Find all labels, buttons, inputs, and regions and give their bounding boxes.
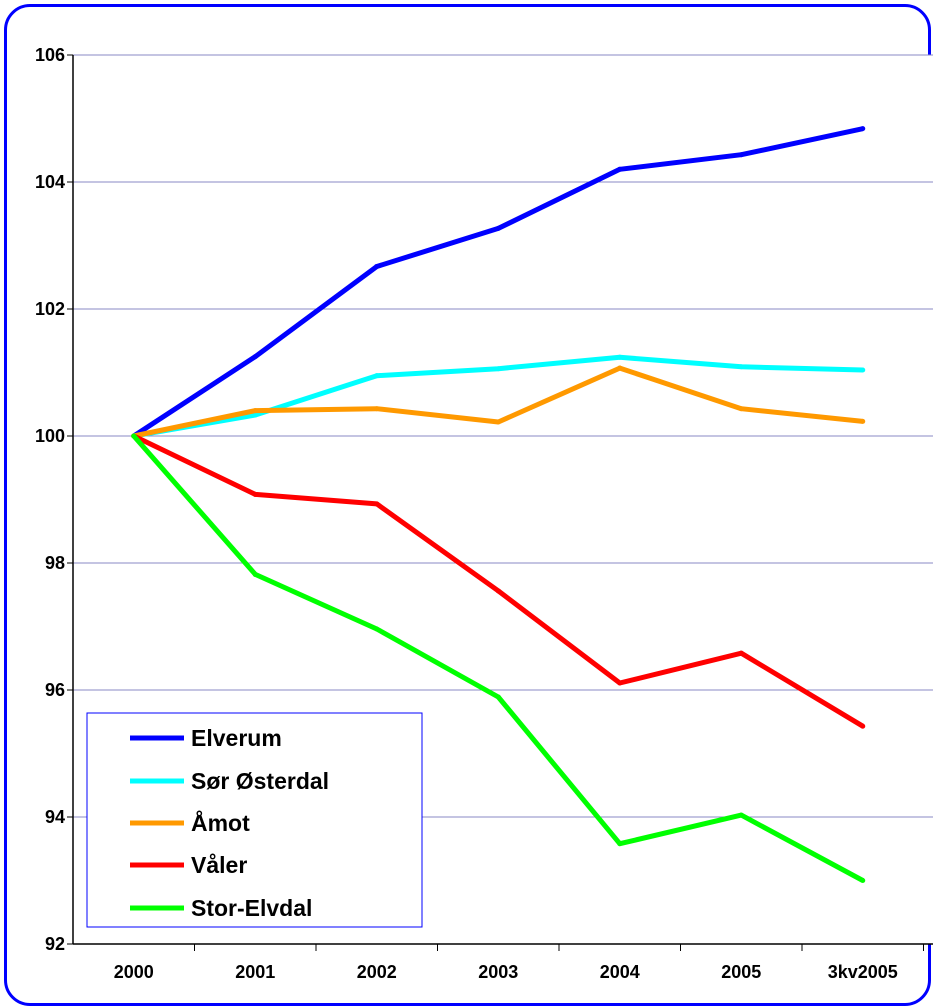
y-tick-label: 96 <box>45 680 65 700</box>
y-axis-ticks: 92 94 96 98 100 102 104 106 <box>35 45 73 954</box>
x-tick-label: 3kv2005 <box>828 962 898 982</box>
data-point <box>738 406 744 412</box>
x-axis-ticks: 2000 2001 2002 2003 2004 2005 3kv2005 <box>114 944 924 982</box>
data-point <box>374 626 380 632</box>
y-tick-label: 106 <box>35 45 65 65</box>
data-point <box>617 354 623 360</box>
legend-box <box>86 712 423 928</box>
data-point <box>252 408 258 414</box>
data-point <box>252 571 258 577</box>
y-tick-label: 100 <box>35 426 65 446</box>
data-point <box>860 723 866 729</box>
legend-label-elverum: Elverum <box>191 725 282 751</box>
legend-label-sor-osterdal: Sør Østerdal <box>191 768 329 794</box>
legend-label-stor-elvdal: Stor-Elvdal <box>191 895 312 921</box>
data-point <box>495 419 501 425</box>
x-tick-label: 2002 <box>357 962 397 982</box>
x-tick-label: 2005 <box>721 962 761 982</box>
x-tick-label: 2001 <box>235 962 275 982</box>
data-point <box>374 263 380 269</box>
data-point <box>738 812 744 818</box>
data-point <box>252 412 258 418</box>
data-point <box>374 406 380 412</box>
data-point <box>252 491 258 497</box>
data-point <box>617 680 623 686</box>
data-point <box>738 364 744 370</box>
series-lines <box>131 126 866 883</box>
data-point <box>374 501 380 507</box>
axes <box>72 55 933 945</box>
data-point <box>495 225 501 231</box>
y-tick-label: 92 <box>45 934 65 954</box>
legend-label-valer: Våler <box>191 852 247 878</box>
data-point <box>617 841 623 847</box>
legend: Elverum Sør Østerdal Åmot Våler Stor-Elv… <box>86 712 423 928</box>
data-point <box>860 878 866 883</box>
data-point <box>374 373 380 379</box>
data-point <box>860 367 866 373</box>
data-point <box>617 166 623 172</box>
y-tick-label: 104 <box>35 172 65 192</box>
x-tick-label: 2003 <box>478 962 518 982</box>
legend-label-amot: Åmot <box>191 809 250 836</box>
data-point <box>252 354 258 360</box>
data-point <box>860 418 866 424</box>
y-tick-label: 102 <box>35 299 65 319</box>
data-point <box>860 126 866 132</box>
data-point <box>495 588 501 594</box>
gridlines <box>73 54 933 818</box>
data-point <box>495 366 501 372</box>
data-point <box>495 694 501 700</box>
y-tick-label: 94 <box>45 807 65 827</box>
x-tick-label: 2000 <box>114 962 154 982</box>
data-point <box>738 650 744 656</box>
x-tick-label: 2004 <box>600 962 640 982</box>
data-point <box>738 152 744 158</box>
y-tick-label: 98 <box>45 553 65 573</box>
data-point <box>131 433 137 439</box>
data-point <box>617 365 623 371</box>
